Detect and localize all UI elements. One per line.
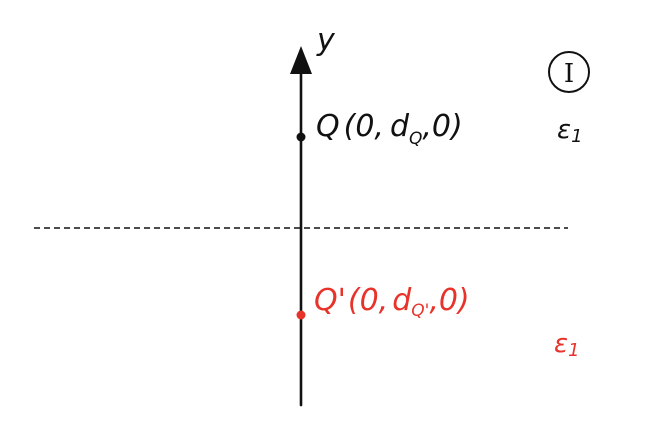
region-upper-label: ε1 xyxy=(557,115,583,147)
point-q-prime-dot xyxy=(296,310,306,320)
point-q-d: d xyxy=(390,109,410,144)
point-q-prime-subscript: Q' xyxy=(411,301,429,321)
point-q-close: ,0) xyxy=(422,109,462,144)
region-lower-label: ε1 xyxy=(554,329,580,361)
region-lower-symbol: ε xyxy=(554,329,568,359)
case-number-circle xyxy=(548,51,590,93)
point-q-dot xyxy=(296,132,306,142)
region-upper-symbol: ε xyxy=(557,115,571,145)
point-q-prime-name: Q' xyxy=(314,283,346,318)
case-number-badge: I xyxy=(548,51,590,93)
point-q-subscript: Q xyxy=(409,129,422,149)
y-axis-label: y xyxy=(316,23,336,58)
region-upper-subscript: 1 xyxy=(571,126,582,147)
point-q-open: (0, xyxy=(344,109,384,144)
region-lower-subscript: 1 xyxy=(568,340,579,361)
case-number-text: I xyxy=(564,59,574,89)
point-q-prime-d: d xyxy=(392,283,412,318)
point-q-label: Q (0, dQ,0) xyxy=(316,109,463,149)
y-axis-arrowhead xyxy=(290,46,312,74)
point-q-name: Q xyxy=(316,109,340,144)
point-q-prime-label: Q'(0, dQ',0) xyxy=(314,283,470,321)
point-q-prime-open: (0, xyxy=(348,283,388,318)
point-q-prime-close: ,0) xyxy=(429,283,469,318)
